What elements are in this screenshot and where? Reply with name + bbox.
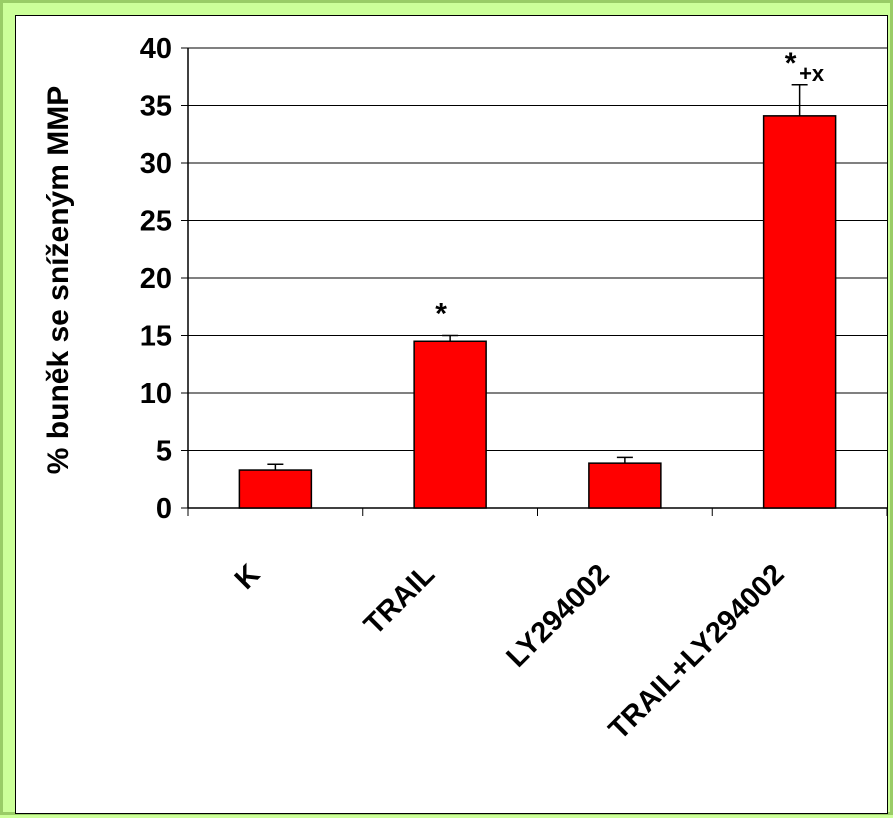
y-tick-label: 20 xyxy=(140,263,172,295)
y-tick-label: 40 xyxy=(140,33,172,65)
y-tick-label: 10 xyxy=(140,378,172,410)
y-tick-label: 0 xyxy=(156,493,172,525)
y-tick-label: 15 xyxy=(140,321,172,353)
annotations: ** +x xyxy=(435,47,825,331)
y-tick-label: 30 xyxy=(140,148,172,180)
significance-marker-secondary: +x xyxy=(799,61,825,86)
bar xyxy=(588,462,662,509)
significance-marker: * xyxy=(785,47,797,80)
y-tick-label: 5 xyxy=(156,436,172,468)
y-tick-label: 25 xyxy=(140,206,172,238)
x-tick-label: LY294002 xyxy=(500,558,615,673)
x-tick-label: K xyxy=(229,558,266,595)
y-tick-label: 35 xyxy=(140,91,172,123)
x-tick-label: TRAIL xyxy=(358,558,441,641)
significance-marker: * xyxy=(435,298,447,331)
bar-chart: 0 5 10 15 20 25 30 35 40 K TRAIL LY294002TRAIL+LY29… xyxy=(42,33,888,746)
y-axis-label: % buněk se sníženým MMP xyxy=(42,86,75,474)
bars xyxy=(238,84,837,509)
bar xyxy=(762,115,837,509)
gridlines xyxy=(188,47,887,451)
x-tick-label: TRAIL+LY294002 xyxy=(603,558,791,746)
chart-panel: 0 5 10 15 20 25 30 35 40 K TRAIL LY294002 TRAIL+LY29… xyxy=(15,15,888,814)
bar xyxy=(238,469,313,509)
bar xyxy=(413,340,487,509)
